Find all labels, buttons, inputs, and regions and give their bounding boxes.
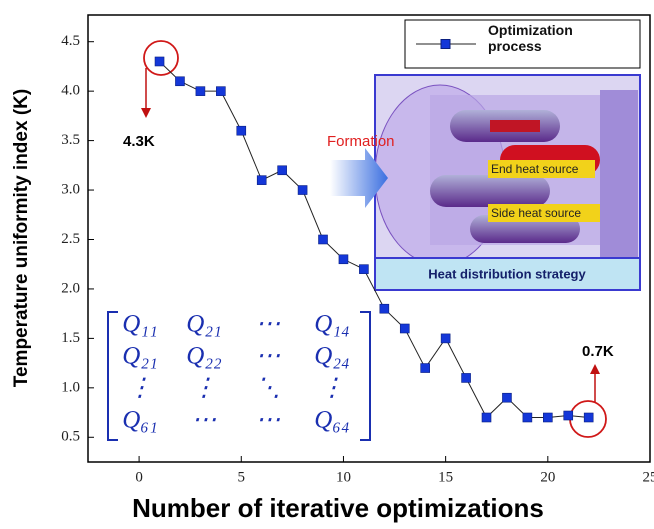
- x-axis-label: Number of iterative optimizations: [132, 493, 544, 523]
- matrix-entry: Q₁₄: [314, 311, 349, 338]
- y-tick-label: 2.0: [61, 280, 80, 296]
- data-point: [237, 126, 246, 135]
- y-tick-label: 2.5: [61, 231, 80, 247]
- matrix-bracket: [360, 312, 370, 440]
- data-point: [543, 413, 552, 422]
- y-axis-label: Temperature uniformity index (K): [11, 89, 32, 387]
- data-point: [380, 304, 389, 313]
- data-point: [155, 57, 164, 66]
- matrix-entry: ⋮: [320, 375, 345, 402]
- y-tick-label: 0.5: [61, 429, 80, 445]
- y-tick-label: 4.5: [61, 33, 80, 49]
- matrix-entry: ⋮: [192, 375, 217, 402]
- matrix-entry: Q₂₄: [314, 343, 349, 370]
- x-tick-label: 10: [336, 469, 351, 485]
- annotation: Heat distribution strategy: [428, 266, 586, 281]
- arrowhead: [141, 108, 151, 118]
- data-point: [298, 186, 307, 195]
- matrix-entry: ⋯: [256, 311, 281, 338]
- annotation: 0.7K: [582, 343, 614, 360]
- matrix-entry: ⋮: [128, 375, 153, 402]
- matrix-entry: Q₆₄: [314, 407, 349, 434]
- data-point: [257, 176, 266, 185]
- data-point: [196, 87, 205, 96]
- data-point: [523, 413, 532, 422]
- matrix-entry: ⋯: [256, 343, 281, 370]
- y-tick-label: 1.0: [61, 379, 80, 395]
- annotation: Side heat source: [491, 206, 581, 220]
- matrix-entry: Q₂₂: [186, 343, 222, 370]
- data-point: [339, 255, 348, 264]
- data-point: [359, 265, 368, 274]
- arrowhead: [590, 364, 600, 374]
- y-tick-label: 4.0: [61, 83, 80, 99]
- annotation: End heat source: [491, 162, 579, 176]
- matrix-entry: Q₁₁: [122, 311, 157, 338]
- page: 4.3K 0.7K Formation End heat source Side…: [0, 0, 654, 529]
- data-point: [441, 334, 450, 343]
- annotation: Formation: [327, 133, 395, 150]
- y-tick-label: 3.0: [61, 181, 80, 197]
- matrix-entry: Q₂₁: [122, 343, 157, 370]
- matrix-entry: Q₆₁: [122, 407, 157, 434]
- matrix-entry: ⋱: [256, 375, 281, 402]
- data-point: [319, 235, 328, 244]
- legend-label: Optimization process: [488, 22, 598, 54]
- y-tick-label: 1.5: [61, 330, 80, 346]
- x-tick-label: 0: [135, 469, 143, 485]
- matrix-entry: ⋯: [256, 407, 281, 434]
- chart: 4.3K 0.7K Formation End heat source Side…: [0, 0, 654, 529]
- data-point: [462, 373, 471, 382]
- data-point: [502, 393, 511, 402]
- data-point: [482, 413, 491, 422]
- x-tick-label: 15: [438, 469, 453, 485]
- y-tick-label: 3.5: [61, 132, 80, 148]
- x-tick-label: 25: [643, 469, 654, 485]
- data-point: [564, 411, 573, 420]
- data-point: [421, 364, 430, 373]
- annotation: 4.3K: [123, 133, 155, 150]
- data-point: [400, 324, 409, 333]
- data-point: [278, 166, 287, 175]
- x-tick-label: 20: [540, 469, 555, 485]
- matrix-entry: Q₂₁: [186, 311, 221, 338]
- x-tick-label: 5: [238, 469, 246, 485]
- inset-image: [375, 75, 640, 290]
- data-point: [584, 413, 593, 422]
- data-point: [175, 77, 184, 86]
- legend-marker: [441, 40, 450, 49]
- data-point: [216, 87, 225, 96]
- matrix-bracket: [108, 312, 118, 440]
- matrix-entry: ⋯: [192, 407, 217, 434]
